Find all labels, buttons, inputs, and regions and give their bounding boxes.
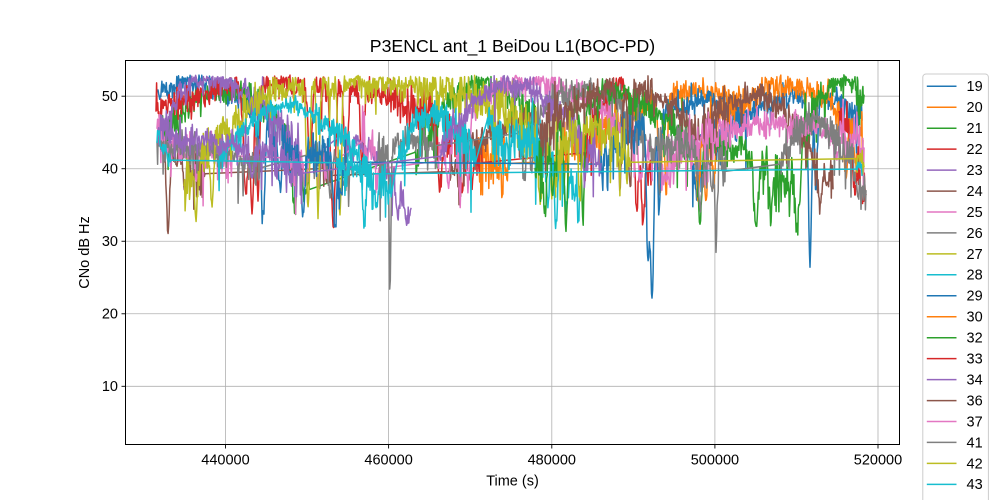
svg-text:500000: 500000 <box>691 453 739 469</box>
svg-text:34: 34 <box>967 373 983 389</box>
svg-text:23: 23 <box>967 163 983 179</box>
svg-text:25: 25 <box>967 205 983 221</box>
svg-text:30: 30 <box>102 234 118 250</box>
svg-text:40: 40 <box>102 162 118 178</box>
svg-text:42: 42 <box>967 456 983 472</box>
svg-text:440000: 440000 <box>201 453 249 469</box>
svg-text:21: 21 <box>967 121 983 137</box>
svg-text:33: 33 <box>967 352 983 368</box>
svg-text:Time (s): Time (s) <box>486 474 539 490</box>
svg-text:27: 27 <box>967 247 983 263</box>
svg-text:20: 20 <box>967 100 983 116</box>
svg-text:28: 28 <box>967 268 983 284</box>
svg-text:41: 41 <box>967 435 983 451</box>
svg-text:460000: 460000 <box>364 453 412 469</box>
svg-text:50: 50 <box>102 89 118 105</box>
svg-text:520000: 520000 <box>854 453 902 469</box>
svg-text:19: 19 <box>967 79 983 95</box>
svg-text:29: 29 <box>967 289 983 305</box>
svg-text:26: 26 <box>967 226 983 242</box>
svg-text:CNo dB Hz: CNo dB Hz <box>77 216 93 289</box>
svg-text:P3ENCL ant_1 BeiDou L1(BOC-PD): P3ENCL ant_1 BeiDou L1(BOC-PD) <box>370 36 655 57</box>
svg-text:480000: 480000 <box>528 453 576 469</box>
svg-text:43: 43 <box>967 477 983 493</box>
svg-text:44: 44 <box>967 498 983 500</box>
svg-text:32: 32 <box>967 331 983 347</box>
svg-text:22: 22 <box>967 142 983 158</box>
svg-text:20: 20 <box>102 307 118 323</box>
svg-text:24: 24 <box>967 184 983 200</box>
svg-text:10: 10 <box>102 379 118 395</box>
svg-text:30: 30 <box>967 310 983 326</box>
svg-text:37: 37 <box>967 414 983 430</box>
svg-text:36: 36 <box>967 393 983 409</box>
